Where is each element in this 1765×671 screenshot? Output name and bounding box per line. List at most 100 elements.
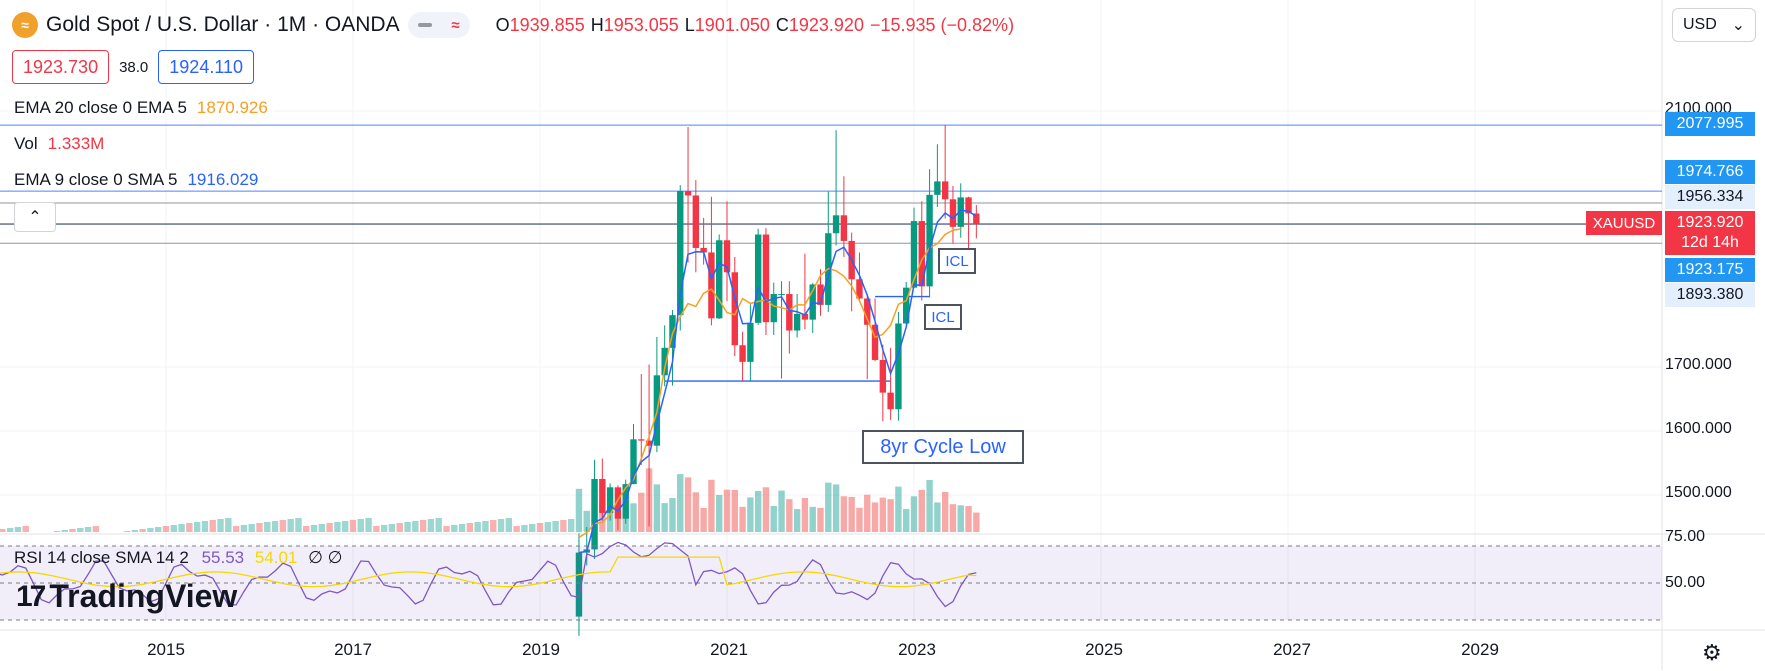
candle-body [723, 240, 731, 273]
volume-bar [61, 530, 68, 532]
volume-bar [458, 524, 466, 532]
icl-annotation[interactable]: ICL [938, 248, 976, 274]
volume-bar [357, 519, 364, 532]
rsi-line [0, 541, 977, 608]
rsi-value: 55.53 [201, 548, 245, 567]
buy-button[interactable]: 1924.110 [158, 50, 255, 84]
volume-bar [22, 526, 29, 532]
currency-select[interactable]: USD ⌄ [1672, 8, 1756, 42]
candle-body [840, 215, 848, 241]
volume-bar [606, 511, 614, 532]
x-tick-label: 2029 [1461, 640, 1499, 659]
symbol-title[interactable]: Gold Spot / U.S. Dollar · 1M · OANDA [46, 13, 400, 36]
bar-countdown: 12d 14h [1681, 234, 1739, 251]
ohlc-values: O1939.855 H1953.055 L1901.050 C1923.920 … [496, 15, 1014, 36]
volume-bar [334, 522, 341, 532]
volume-bar [490, 520, 497, 532]
volume-bar [310, 525, 318, 532]
candle-body [762, 234, 770, 323]
volume-bar [139, 529, 146, 532]
price-change: −15.935 (−0.82%) [869, 14, 1015, 35]
x-tick-label: 2019 [522, 640, 560, 659]
volume-bar [92, 526, 100, 532]
candle-body [770, 294, 777, 323]
ema9-legend[interactable]: EMA 9 close 0 SMA 5 1916.029 [14, 170, 265, 190]
price-level-tag[interactable]: 1974.766 [1665, 160, 1755, 184]
price-level-tag[interactable]: 2077.995 [1665, 112, 1755, 136]
volume-bar [326, 523, 333, 532]
volume-bar [396, 523, 403, 532]
volume-bar [723, 489, 731, 532]
volume-legend[interactable]: Vol 1.333M [14, 134, 111, 154]
volume-bar [739, 506, 746, 532]
volume-bar [661, 503, 668, 532]
volume-bar [567, 519, 575, 532]
volume-bar [84, 527, 92, 532]
candle-body [739, 345, 746, 362]
volume-bar [934, 502, 941, 532]
current-price-tag: 1923.920 12d 14h [1665, 211, 1755, 255]
rsi-tick-label: 75.00 [1665, 528, 1706, 545]
y-tick-label: 1600.000 [1665, 420, 1732, 437]
candle-body [910, 221, 918, 288]
volume-bar [677, 474, 684, 532]
volume-bar [427, 519, 435, 532]
candle-body [793, 313, 801, 331]
volume-bar [225, 518, 232, 532]
ohlc-key: L [684, 14, 695, 35]
x-tick-label: 2021 [710, 640, 748, 659]
cycle-low-annotation[interactable]: 8yr Cycle Low [862, 430, 1024, 464]
volume-bar [380, 525, 388, 532]
volume-bar [123, 531, 131, 532]
volume-bar [435, 518, 442, 532]
candle-body [895, 323, 902, 410]
candle-body [606, 487, 614, 513]
rsi-tick-label: 50.00 [1665, 574, 1706, 591]
market-status-pill[interactable]: ≈ [407, 12, 470, 38]
candle-body [591, 479, 598, 550]
rsi-legend[interactable]: RSI 14 close SMA 14 2 55.53 54.01 ∅ ∅ [14, 548, 342, 568]
volume-bar [232, 526, 240, 532]
volume-bar [155, 527, 162, 532]
price-level-tag[interactable]: 1956.334 [1665, 185, 1755, 209]
volume-bar [871, 502, 879, 532]
volume-bar [700, 507, 707, 532]
indicator-value: 1916.029 [187, 170, 259, 189]
volume-bar [53, 531, 61, 532]
volume-bar [903, 509, 910, 532]
candle-body [934, 181, 941, 195]
volume-bar [318, 524, 326, 532]
settings-gear-icon[interactable]: ⚙ [1702, 640, 1722, 665]
price-level-tag[interactable]: 1923.175 [1665, 258, 1755, 282]
candle-body [801, 313, 809, 320]
volume-bar [201, 521, 209, 532]
volume-bar [443, 526, 450, 532]
candle-body [754, 234, 762, 323]
tradingview-mark-icon: 17 [16, 579, 46, 613]
volume-bar [271, 521, 279, 532]
volume-bar [178, 524, 185, 532]
candle-body [684, 191, 692, 196]
sell-button[interactable]: 1923.730 [12, 50, 110, 84]
price-level-tag[interactable]: 1893.380 [1665, 283, 1755, 307]
volume-bar [466, 523, 474, 532]
collapse-legend-button[interactable]: ⌃ [14, 202, 56, 232]
candle-body [614, 487, 622, 519]
volume-bar [887, 499, 894, 532]
volume-bar [14, 527, 22, 532]
volume-bar [817, 507, 824, 532]
candle-body [575, 552, 583, 617]
candle-body [879, 359, 887, 393]
volume-bar [941, 491, 949, 532]
volume-bar [918, 489, 925, 532]
ema20-legend[interactable]: EMA 20 close 0 EMA 5 1870.926 [14, 98, 274, 118]
volume-bar [762, 487, 770, 532]
volume-bar [365, 518, 372, 532]
chart-header: ≈ Gold Spot / U.S. Dollar · 1M · OANDA ≈… [12, 8, 1014, 42]
icl-annotation[interactable]: ICL [924, 304, 962, 330]
volume-bar [832, 484, 840, 532]
candle-body [965, 197, 972, 214]
volume-bar [630, 503, 637, 532]
